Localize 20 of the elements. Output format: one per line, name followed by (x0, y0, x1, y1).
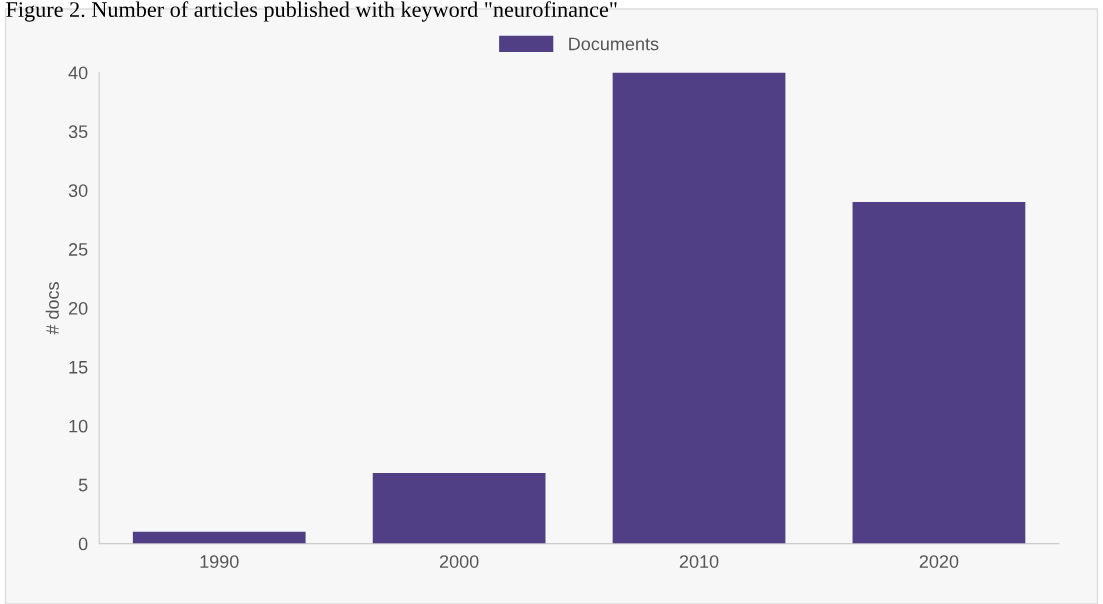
y-tick-label: 10 (69, 419, 88, 433)
bar (852, 202, 1026, 544)
x-tick-label: 2000 (439, 555, 479, 568)
x-tick-label: 1990 (200, 555, 239, 568)
bar (612, 72, 786, 544)
bar (372, 472, 546, 544)
y-tick-label: 15 (69, 361, 88, 374)
y-tick-label: 40 (68, 66, 88, 80)
y-tick-label: 5 (78, 478, 88, 492)
legend-label: Documents (569, 37, 659, 51)
y-tick-label: 30 (68, 184, 88, 197)
y-tick-label: 20 (68, 301, 88, 315)
y-tick-label: 35 (68, 125, 88, 139)
chart-title: Figure 2. Number of articles published with keyword "neurofinance" (6, 1, 617, 22)
y-tick-label: 0 (78, 537, 88, 551)
x-tick-label: 2010 (679, 555, 719, 568)
bar (132, 531, 306, 544)
y-axis-title: # docs (45, 282, 59, 335)
x-tick-label: 2020 (919, 555, 959, 568)
y-tick-label: 25 (68, 243, 88, 256)
